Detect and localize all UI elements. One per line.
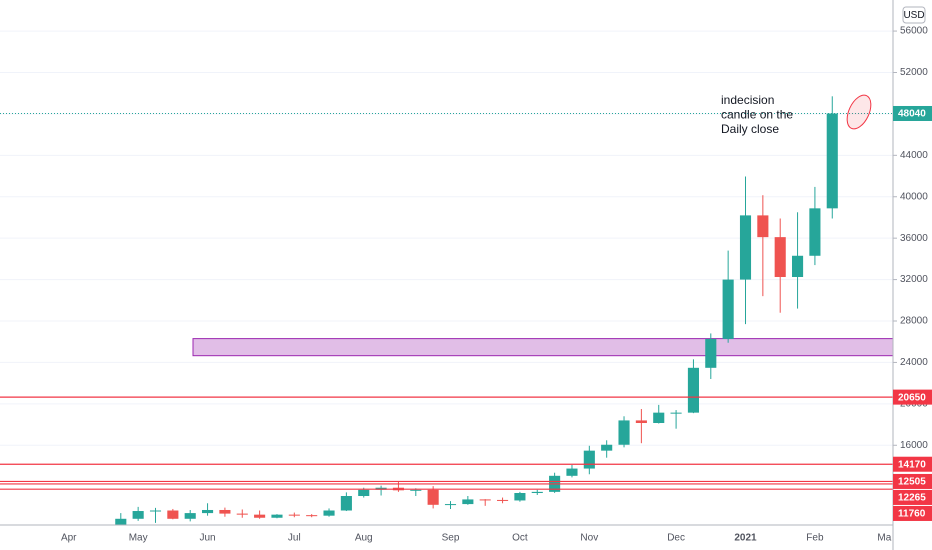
last-price-label: 48040 xyxy=(898,109,926,120)
candle-body xyxy=(705,338,717,368)
candle-body xyxy=(826,113,838,209)
candle-body xyxy=(774,237,786,277)
y-tick-label: 16000 xyxy=(900,440,928,451)
candle-body xyxy=(687,367,699,413)
plot-area xyxy=(0,96,893,525)
level-label: 12265 xyxy=(898,493,926,504)
x-tick-label: Nov xyxy=(580,533,598,544)
candle-body xyxy=(132,511,144,519)
candle-body xyxy=(219,509,231,514)
candle-body xyxy=(427,489,439,505)
y-tick-label: 24000 xyxy=(900,357,928,368)
x-tick-label: Apr xyxy=(61,533,77,544)
support-zone xyxy=(192,338,893,357)
candle-body xyxy=(514,493,526,501)
candle-body xyxy=(618,420,630,445)
candle-body xyxy=(202,509,214,514)
candle-body xyxy=(115,518,127,525)
candle-body xyxy=(601,444,613,451)
x-tick-label: 2021 xyxy=(734,533,757,544)
candle-body xyxy=(583,450,595,469)
y-tick-label: 32000 xyxy=(900,274,928,285)
candle-body xyxy=(670,412,682,414)
candle-body xyxy=(323,510,335,516)
level-label: 12505 xyxy=(898,477,926,488)
level-label: 20650 xyxy=(898,392,926,403)
x-tick-label: Jun xyxy=(199,533,215,544)
candle-body xyxy=(184,513,196,519)
level-label: 11760 xyxy=(898,509,926,520)
x-tick-label: Aug xyxy=(355,533,373,544)
annotation-text: candle on the xyxy=(721,108,793,122)
candle-body xyxy=(288,514,300,516)
currency-badge[interactable] xyxy=(902,6,926,24)
candle-body xyxy=(271,514,283,518)
currency: USD xyxy=(903,10,924,21)
candle-body xyxy=(531,491,543,494)
candle-body xyxy=(722,279,734,339)
axes: 1600020000240002800032000360004000044000… xyxy=(61,26,932,544)
grid xyxy=(0,30,893,446)
candle-body xyxy=(167,510,179,519)
candle-body xyxy=(653,412,665,424)
x-tick-label: Ma xyxy=(877,533,891,544)
y-tick-label: 36000 xyxy=(900,233,928,244)
x-tick-label: Oct xyxy=(512,533,528,544)
level-label-bg xyxy=(893,489,932,505)
level-label-bg xyxy=(893,505,932,521)
annotation-ellipse xyxy=(846,94,872,130)
candle-body xyxy=(444,504,457,506)
candle-body xyxy=(340,496,352,511)
candle-body xyxy=(497,499,509,501)
candle-body xyxy=(462,499,474,505)
x-tick-label: Sep xyxy=(442,533,460,544)
candle-body xyxy=(757,215,769,238)
last-price-bg xyxy=(893,105,932,121)
x-tick-label: Jul xyxy=(288,533,301,544)
candle-body xyxy=(236,513,248,515)
candle-body xyxy=(809,208,821,256)
level-label-bg xyxy=(893,456,932,472)
candle-body xyxy=(254,514,266,518)
y-tick-label: 40000 xyxy=(900,191,928,202)
y-tick-label: 44000 xyxy=(900,150,928,161)
level-label-bg xyxy=(893,473,932,489)
y-tick-label: 28000 xyxy=(900,316,928,327)
y-tick-label: 52000 xyxy=(900,67,928,78)
candle-body xyxy=(410,489,422,491)
x-tick-label: Feb xyxy=(806,533,824,544)
candle-body xyxy=(306,515,318,517)
candle-body xyxy=(479,499,491,501)
candle-body xyxy=(358,489,370,497)
candle-body xyxy=(149,510,162,512)
candle-body xyxy=(792,255,804,277)
candle-body xyxy=(566,468,578,476)
candle-body xyxy=(635,420,647,424)
candle-body xyxy=(739,215,752,280)
level-label-bg xyxy=(893,389,932,405)
x-tick-label: Dec xyxy=(667,533,685,544)
annotation-text: Daily close xyxy=(721,122,779,136)
annotation-text: indecision xyxy=(721,93,774,107)
y-tick-label: 56000 xyxy=(900,26,928,37)
level-label: 14170 xyxy=(898,459,926,470)
x-tick-label: May xyxy=(129,533,148,544)
